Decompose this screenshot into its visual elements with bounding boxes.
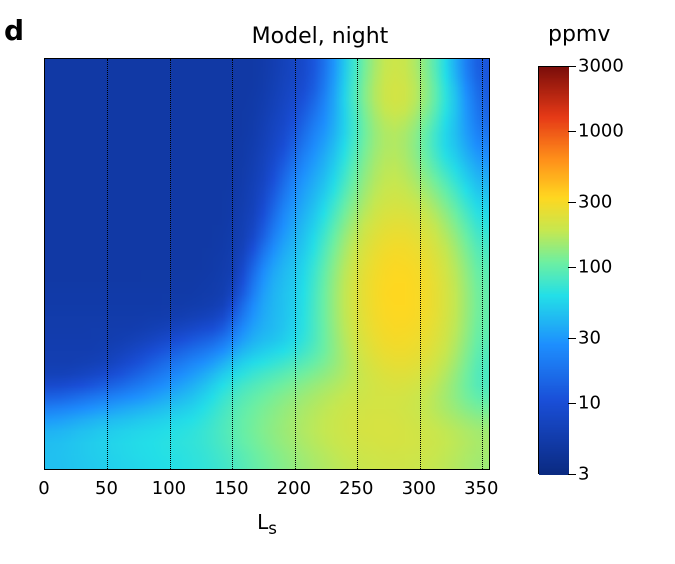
x-axis-label: Ls: [257, 510, 277, 538]
xtick-label: 150: [214, 478, 248, 499]
colorbar-tick-label: 100: [578, 256, 612, 277]
heatmap-canvas: [45, 59, 490, 470]
xtick-label: 300: [402, 478, 436, 499]
colorbar-tick: [568, 403, 576, 404]
colorbar-tick-label: 3000: [578, 56, 624, 77]
xtick-label: 0: [38, 478, 49, 499]
colorbar-tick-label: 300: [578, 192, 612, 213]
colorbar-tick: [568, 131, 576, 132]
colorbar-canvas: [539, 67, 569, 475]
colorbar: [538, 66, 568, 474]
colorbar-tick-label: 1000: [578, 120, 624, 141]
gridline: [357, 59, 358, 469]
xtick-label: 250: [339, 478, 373, 499]
panel-label: d: [4, 14, 24, 47]
xtick-label: 100: [152, 478, 186, 499]
colorbar-title: ppmv: [548, 22, 610, 47]
chart-title: Model, night: [150, 24, 490, 49]
colorbar-tick: [568, 267, 576, 268]
colorbar-tick: [568, 202, 576, 203]
gridline: [232, 59, 233, 469]
gridline: [170, 59, 171, 469]
colorbar-tick: [568, 474, 576, 475]
xlabel-main: L: [257, 510, 268, 534]
colorbar-tick: [568, 66, 576, 67]
xtick-label: 200: [277, 478, 311, 499]
heatmap-plot: [44, 58, 490, 470]
xlabel-sub: s: [268, 519, 277, 538]
gridline: [420, 59, 421, 469]
colorbar-tick-label: 30: [578, 328, 601, 349]
gridline: [295, 59, 296, 469]
colorbar-tick: [568, 338, 576, 339]
xtick-label: 50: [95, 478, 118, 499]
colorbar-tick-label: 10: [578, 392, 601, 413]
gridline: [107, 59, 108, 469]
colorbar-tick-label: 3: [578, 464, 589, 485]
xtick-label: 350: [464, 478, 498, 499]
gridline: [482, 59, 483, 469]
